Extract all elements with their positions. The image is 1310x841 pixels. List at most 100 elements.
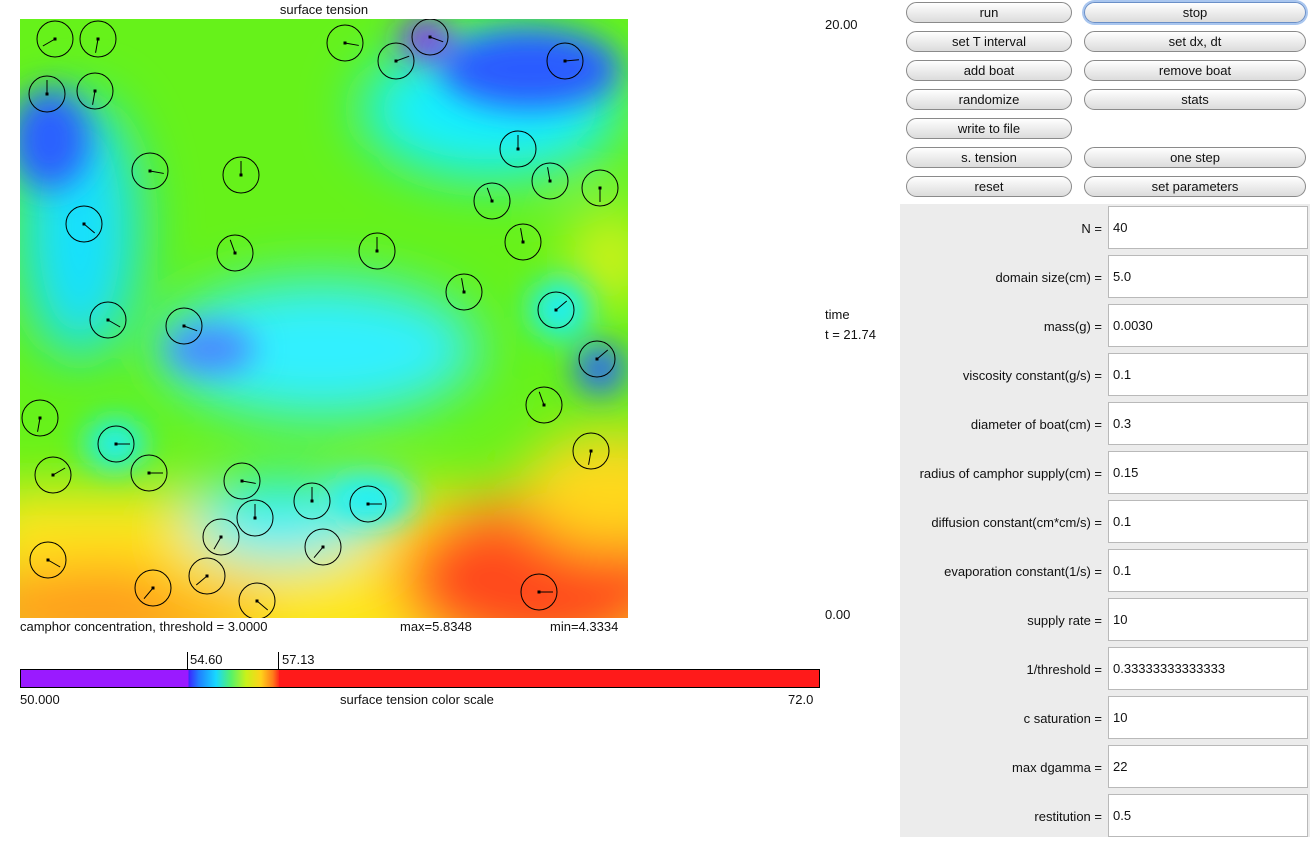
boat-direction — [52, 467, 66, 476]
boat-center — [45, 92, 49, 96]
param-input-viscosity[interactable] — [1108, 353, 1308, 396]
surface-tension-button[interactable]: s. tension — [906, 147, 1072, 168]
param-row-supply-rate: supply rate = — [900, 596, 1310, 645]
boat-center — [239, 173, 243, 177]
boat-outline — [293, 482, 331, 520]
boat-center — [233, 251, 237, 255]
boat-direction — [47, 559, 61, 568]
color-scale-bar — [20, 669, 820, 688]
boat-outline — [188, 557, 226, 595]
stats-button[interactable]: stats — [1084, 89, 1306, 110]
param-label-diffusion: diffusion constant(cm*cm/s) = — [931, 515, 1102, 530]
param-input-max-dgamma[interactable] — [1108, 745, 1308, 788]
stop-button[interactable]: stop — [1084, 2, 1306, 23]
camphor-boat — [36, 20, 74, 58]
param-input-supply-rate[interactable] — [1108, 598, 1308, 641]
boat-direction — [183, 325, 198, 332]
param-label-evaporation: evaporation constant(1/s) = — [944, 564, 1102, 579]
camphor-boat — [76, 72, 114, 110]
boat-direction — [107, 319, 121, 328]
set-parameters-button[interactable]: set parameters — [1084, 176, 1306, 197]
param-input-boat-diameter[interactable] — [1108, 402, 1308, 445]
blue-zone-center — [165, 324, 255, 374]
boat-center — [219, 535, 223, 539]
boat-direction — [486, 187, 493, 202]
reset-button[interactable]: reset — [906, 176, 1072, 197]
camphor-boat — [97, 425, 135, 463]
blue-zone-left — [20, 89, 90, 189]
boat-center — [38, 416, 42, 420]
boat-outline — [546, 42, 584, 80]
param-input-c-saturation[interactable] — [1108, 696, 1308, 739]
boat-direction — [83, 223, 96, 234]
param-input-evaporation[interactable] — [1108, 549, 1308, 592]
remove-boat-button[interactable]: remove boat — [1084, 60, 1306, 81]
boat-center — [563, 59, 567, 63]
one-step-button[interactable]: one step — [1084, 147, 1306, 168]
boat-center — [428, 35, 432, 39]
boat-outline — [65, 205, 103, 243]
write-to-file-button[interactable]: write to file — [906, 118, 1072, 139]
param-input-restitution[interactable] — [1108, 794, 1308, 837]
boat-center — [343, 41, 347, 45]
boat-outline — [134, 569, 172, 607]
param-row-c-saturation: c saturation = — [900, 694, 1310, 743]
boat-center — [366, 502, 370, 506]
boat-center — [310, 499, 314, 503]
param-input-diffusion[interactable] — [1108, 500, 1308, 543]
time-axis-bottom-value: 0.00 — [825, 607, 851, 622]
time-label: time — [825, 307, 850, 322]
add-boat-button[interactable]: add boat — [906, 60, 1072, 81]
surface-tension-field[interactable] — [20, 19, 628, 618]
param-input-domain-size[interactable] — [1108, 255, 1308, 298]
set-t-interval-button[interactable]: set T interval — [906, 31, 1072, 52]
boat-direction — [92, 90, 96, 105]
boat-outline — [531, 162, 569, 200]
boat-direction — [213, 536, 222, 550]
min-caption: min=4.3334 — [550, 619, 619, 634]
camphor-boat — [504, 223, 542, 261]
camphor-boat — [130, 454, 168, 492]
boat-center — [542, 403, 546, 407]
boat-center — [548, 179, 552, 183]
param-row-mass: mass(g) = — [900, 302, 1310, 351]
param-input-camphor-radius[interactable] — [1108, 451, 1308, 494]
boat-center — [51, 473, 55, 477]
boat-center — [490, 199, 494, 203]
param-input-mass[interactable] — [1108, 304, 1308, 347]
control-panel: run stop set T interval set dx, dt add b… — [900, 0, 1310, 837]
param-input-inverse-threshold[interactable] — [1108, 647, 1308, 690]
run-button[interactable]: run — [906, 2, 1072, 23]
param-row-restitution: restitution = — [900, 792, 1310, 841]
camphor-boat — [499, 130, 537, 168]
boat-center — [96, 37, 100, 41]
boat-outline — [572, 432, 610, 470]
boat-outline — [222, 156, 260, 194]
camphor-boat — [216, 234, 254, 272]
camphor-boat — [473, 182, 511, 220]
boat-outline — [76, 72, 114, 110]
param-input-n[interactable] — [1108, 206, 1308, 249]
camphor-boat — [65, 205, 103, 243]
param-row-diffusion: diffusion constant(cm*cm/s) = — [900, 498, 1310, 547]
param-label-mass: mass(g) = — [1043, 319, 1102, 334]
param-row-boat-diameter: diameter of boat(cm) = — [900, 400, 1310, 449]
randomize-button[interactable]: randomize — [906, 89, 1072, 110]
param-label-boat-diameter: diameter of boat(cm) = — [970, 417, 1102, 432]
color-scale-min: 50.000 — [20, 692, 60, 707]
purple-zone-top — [400, 19, 450, 59]
camphor-boat — [358, 232, 396, 270]
boat-center — [253, 516, 257, 520]
boat-center — [589, 449, 593, 453]
max-caption: max=5.8348 — [400, 619, 472, 634]
boat-outline — [34, 456, 72, 494]
set-dx-dt-button[interactable]: set dx, dt — [1084, 31, 1306, 52]
boat-outline — [473, 182, 511, 220]
boat-outline — [349, 485, 387, 523]
boat-outline — [326, 24, 364, 62]
camphor-boats-layer — [21, 19, 619, 618]
boat-center — [255, 599, 259, 603]
camphor-boat — [537, 291, 575, 329]
cyan-spot-2 — [325, 474, 415, 524]
boat-direction — [429, 36, 444, 43]
